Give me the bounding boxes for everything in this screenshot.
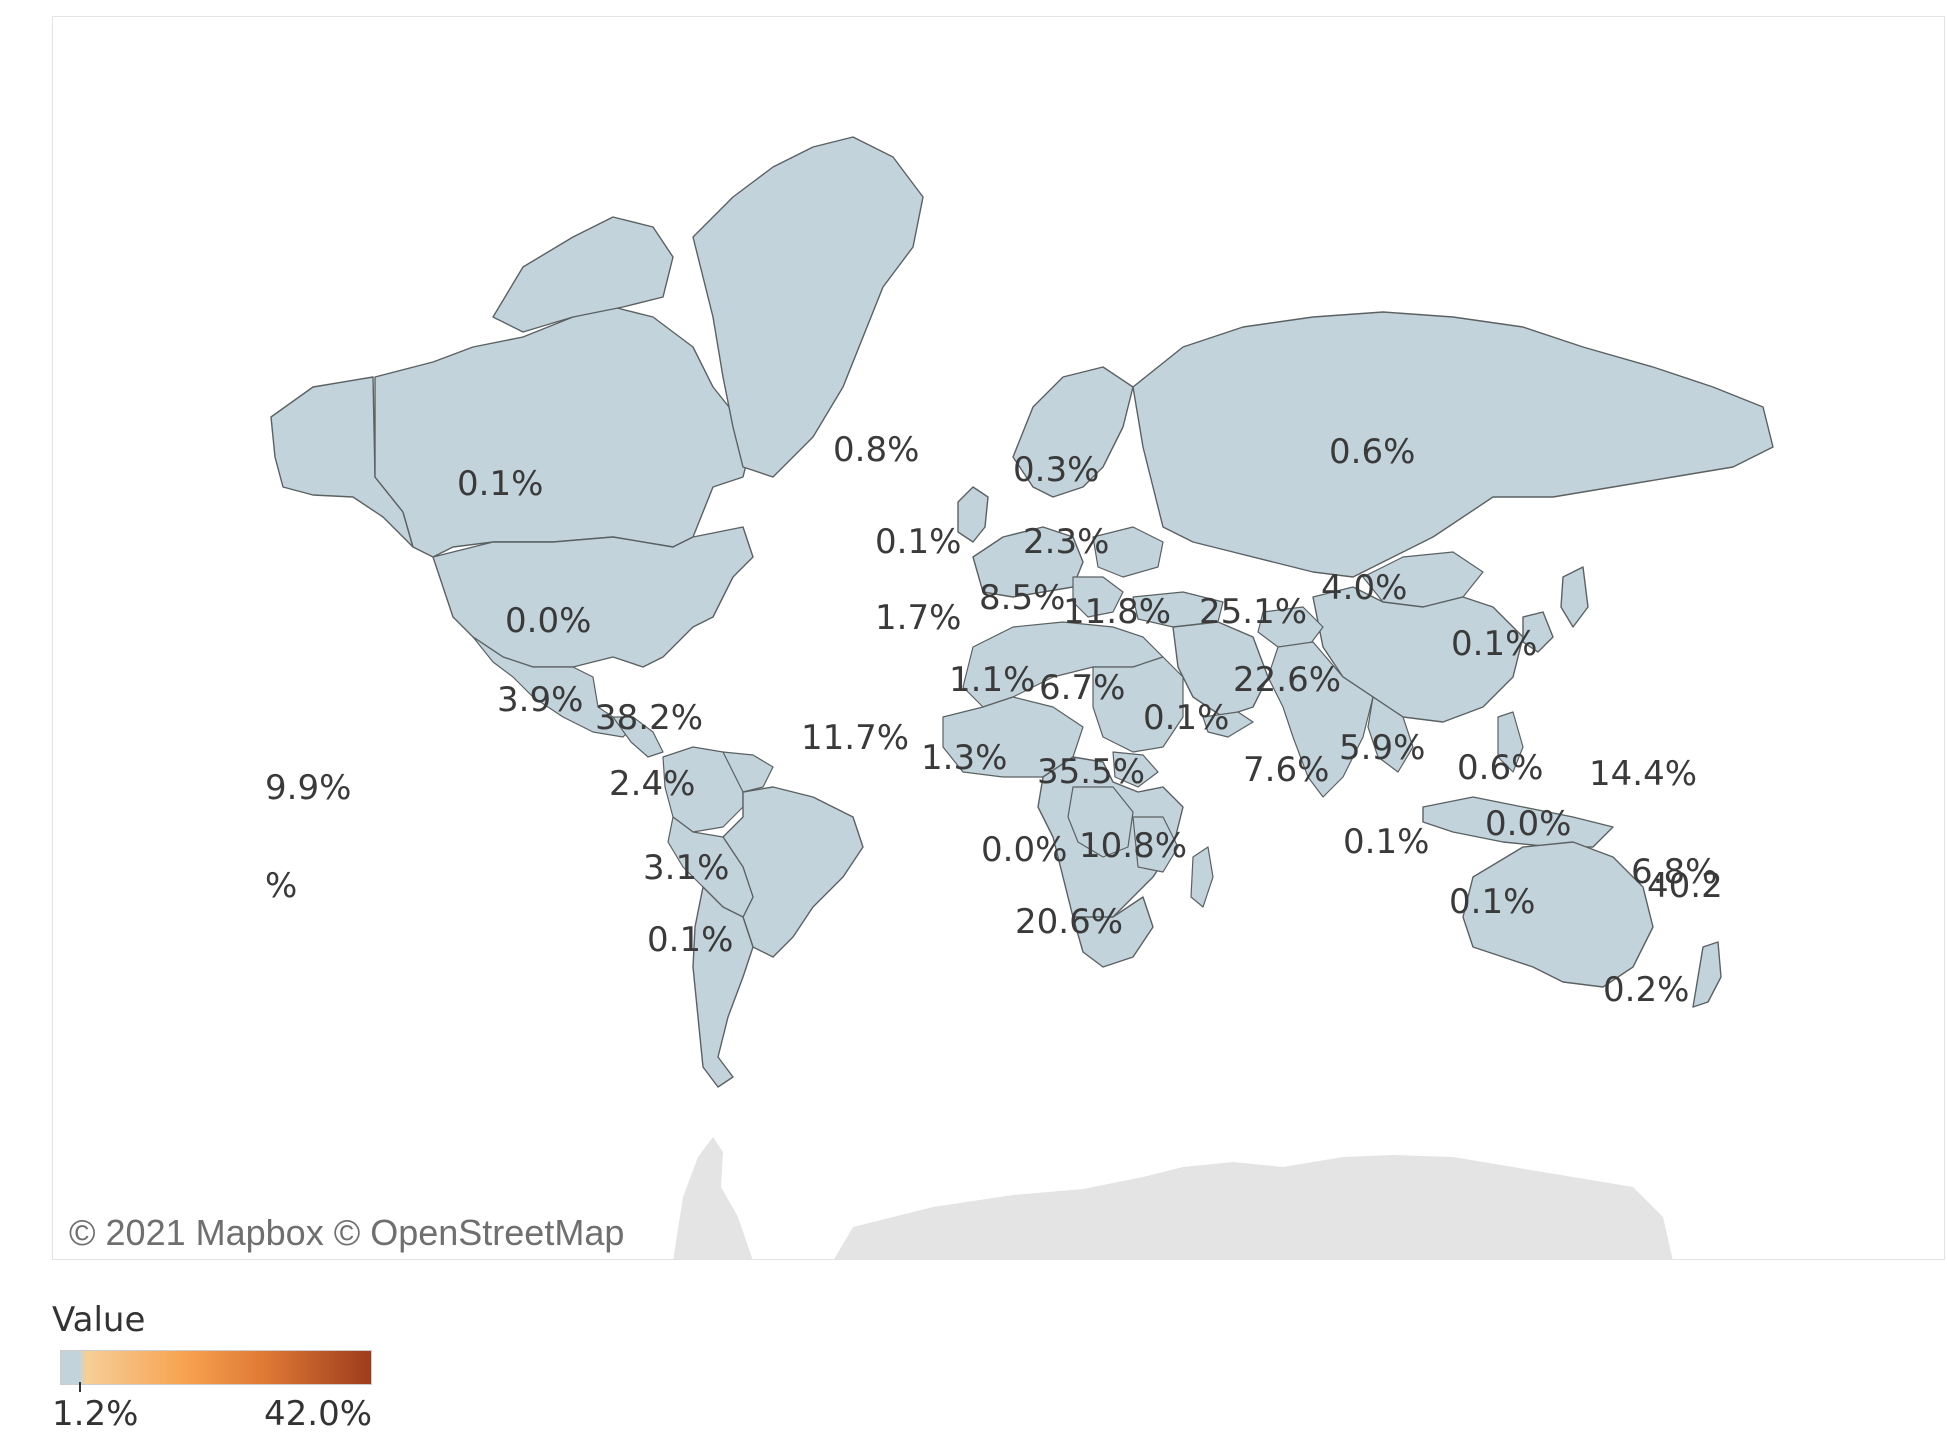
sudan-shape[interactable] xyxy=(1092,656,1184,753)
korea-japan-shape[interactable] xyxy=(1522,566,1589,653)
label-balkans: 8.5% xyxy=(979,578,1066,618)
legend-title: Value xyxy=(52,1300,146,1340)
label-sri-lanka: 7.6% xyxy=(1243,750,1330,790)
label-yemen: 0.1% xyxy=(1143,698,1230,738)
label-uk: 0.1% xyxy=(875,522,962,562)
label-spain: 1.7% xyxy=(875,598,962,638)
label-scandinavia: 0.3% xyxy=(1013,450,1100,490)
label-new-zealand: 0.2% xyxy=(1603,970,1690,1010)
label-nigeria: 1.3% xyxy=(921,738,1008,778)
antarctic-peninsula-shape xyxy=(673,1137,753,1259)
yemen-shape[interactable] xyxy=(1202,711,1254,738)
label-tanzania: 10.8% xyxy=(1079,826,1188,866)
colombia-shape[interactable] xyxy=(662,746,744,833)
label-philippines: 0.6% xyxy=(1457,748,1544,788)
label-congo: 0.0% xyxy=(981,830,1068,870)
label-senegal: 11.7% xyxy=(801,718,910,758)
label-australia: 0.1% xyxy=(1449,882,1536,922)
label-south-sudan: 35.5% xyxy=(1037,752,1146,792)
madagascar-shape[interactable] xyxy=(1190,846,1214,908)
label-papua: 0.0% xyxy=(1485,804,1572,844)
balkans-shape[interactable] xyxy=(1072,576,1124,618)
label-pacific-west: % xyxy=(265,866,298,906)
legend-tick-mark xyxy=(79,1382,81,1392)
canada-shape[interactable] xyxy=(374,306,754,558)
label-mexico: 3.9% xyxy=(497,680,584,720)
label-algeria: 1.1% xyxy=(949,660,1036,700)
pakistan-india-shape[interactable] xyxy=(1267,641,1374,798)
myanmar-shape[interactable] xyxy=(1367,696,1414,773)
label-russia: 0.6% xyxy=(1329,432,1416,472)
map-attribution[interactable]: © 2021 Mapbox © OpenStreetMap xyxy=(69,1212,625,1253)
label-vanuatu: 40.2 xyxy=(1647,866,1723,906)
label-south-africa: 20.6% xyxy=(1015,902,1124,942)
label-afghanistan: 25.1% xyxy=(1199,592,1308,632)
map-view[interactable]: 0.1% 0.0% 3.9% 38.2% 9.9% % 2.4% 3.1% 0.… xyxy=(52,16,1945,1260)
australia-shape[interactable] xyxy=(1462,841,1654,988)
label-mongolia: 4.0% xyxy=(1321,568,1408,608)
greenland-shape[interactable] xyxy=(692,136,924,478)
argentina-shape[interactable] xyxy=(692,886,754,1088)
label-usa: 0.0% xyxy=(505,601,592,641)
south-africa-shape[interactable] xyxy=(1072,896,1154,968)
arctic-islands-shape[interactable] xyxy=(492,216,674,333)
philippines-shape[interactable] xyxy=(1497,711,1524,773)
label-ukraine: 2.3% xyxy=(1023,522,1110,562)
label-micronesia: 14.4% xyxy=(1589,754,1698,794)
antarctica-shape xyxy=(834,1155,1673,1259)
label-hawaii: 9.9% xyxy=(265,768,352,808)
label-turkey: 11.8% xyxy=(1063,592,1172,632)
label-sudan: 6.7% xyxy=(1039,668,1126,708)
alaska-shape[interactable] xyxy=(270,376,414,548)
world-map[interactable] xyxy=(53,17,1945,1260)
label-argentina: 0.1% xyxy=(647,920,734,960)
south-sudan-shape[interactable] xyxy=(1112,751,1159,788)
indonesia-shape[interactable] xyxy=(1422,796,1614,848)
label-myanmar: 5.9% xyxy=(1339,728,1426,768)
label-pakistan: 22.6% xyxy=(1233,660,1342,700)
label-iceland: 0.8% xyxy=(833,430,920,470)
label-solomon: 6.8% xyxy=(1631,852,1718,892)
central-america-shape[interactable] xyxy=(612,716,664,758)
label-korea: 0.1% xyxy=(1451,624,1538,664)
tanzania-shape[interactable] xyxy=(1132,816,1179,873)
label-canada: 0.1% xyxy=(457,464,544,504)
label-colombia: 2.4% xyxy=(609,764,696,804)
label-bolivia: 3.1% xyxy=(643,848,730,888)
label-indonesia: 0.1% xyxy=(1343,822,1430,862)
venezuela-shape[interactable] xyxy=(722,751,774,793)
ukraine-shape[interactable] xyxy=(1092,526,1164,578)
label-central-america: 38.2% xyxy=(595,698,704,738)
russia-shape[interactable] xyxy=(1132,311,1774,578)
legend-min-label: 1.2% xyxy=(52,1394,139,1434)
congo-shape[interactable] xyxy=(1067,786,1134,858)
legend-max-label: 42.0% xyxy=(264,1394,373,1434)
new-zealand-shape[interactable] xyxy=(1692,941,1722,1008)
scandinavia-shape[interactable] xyxy=(1012,366,1134,498)
uk-shape[interactable] xyxy=(957,486,989,543)
color-legend: Value 1.2% 42.0% xyxy=(52,1296,412,1434)
west-europe-shape[interactable] xyxy=(972,526,1084,598)
legend-color-ramp xyxy=(60,1350,372,1385)
